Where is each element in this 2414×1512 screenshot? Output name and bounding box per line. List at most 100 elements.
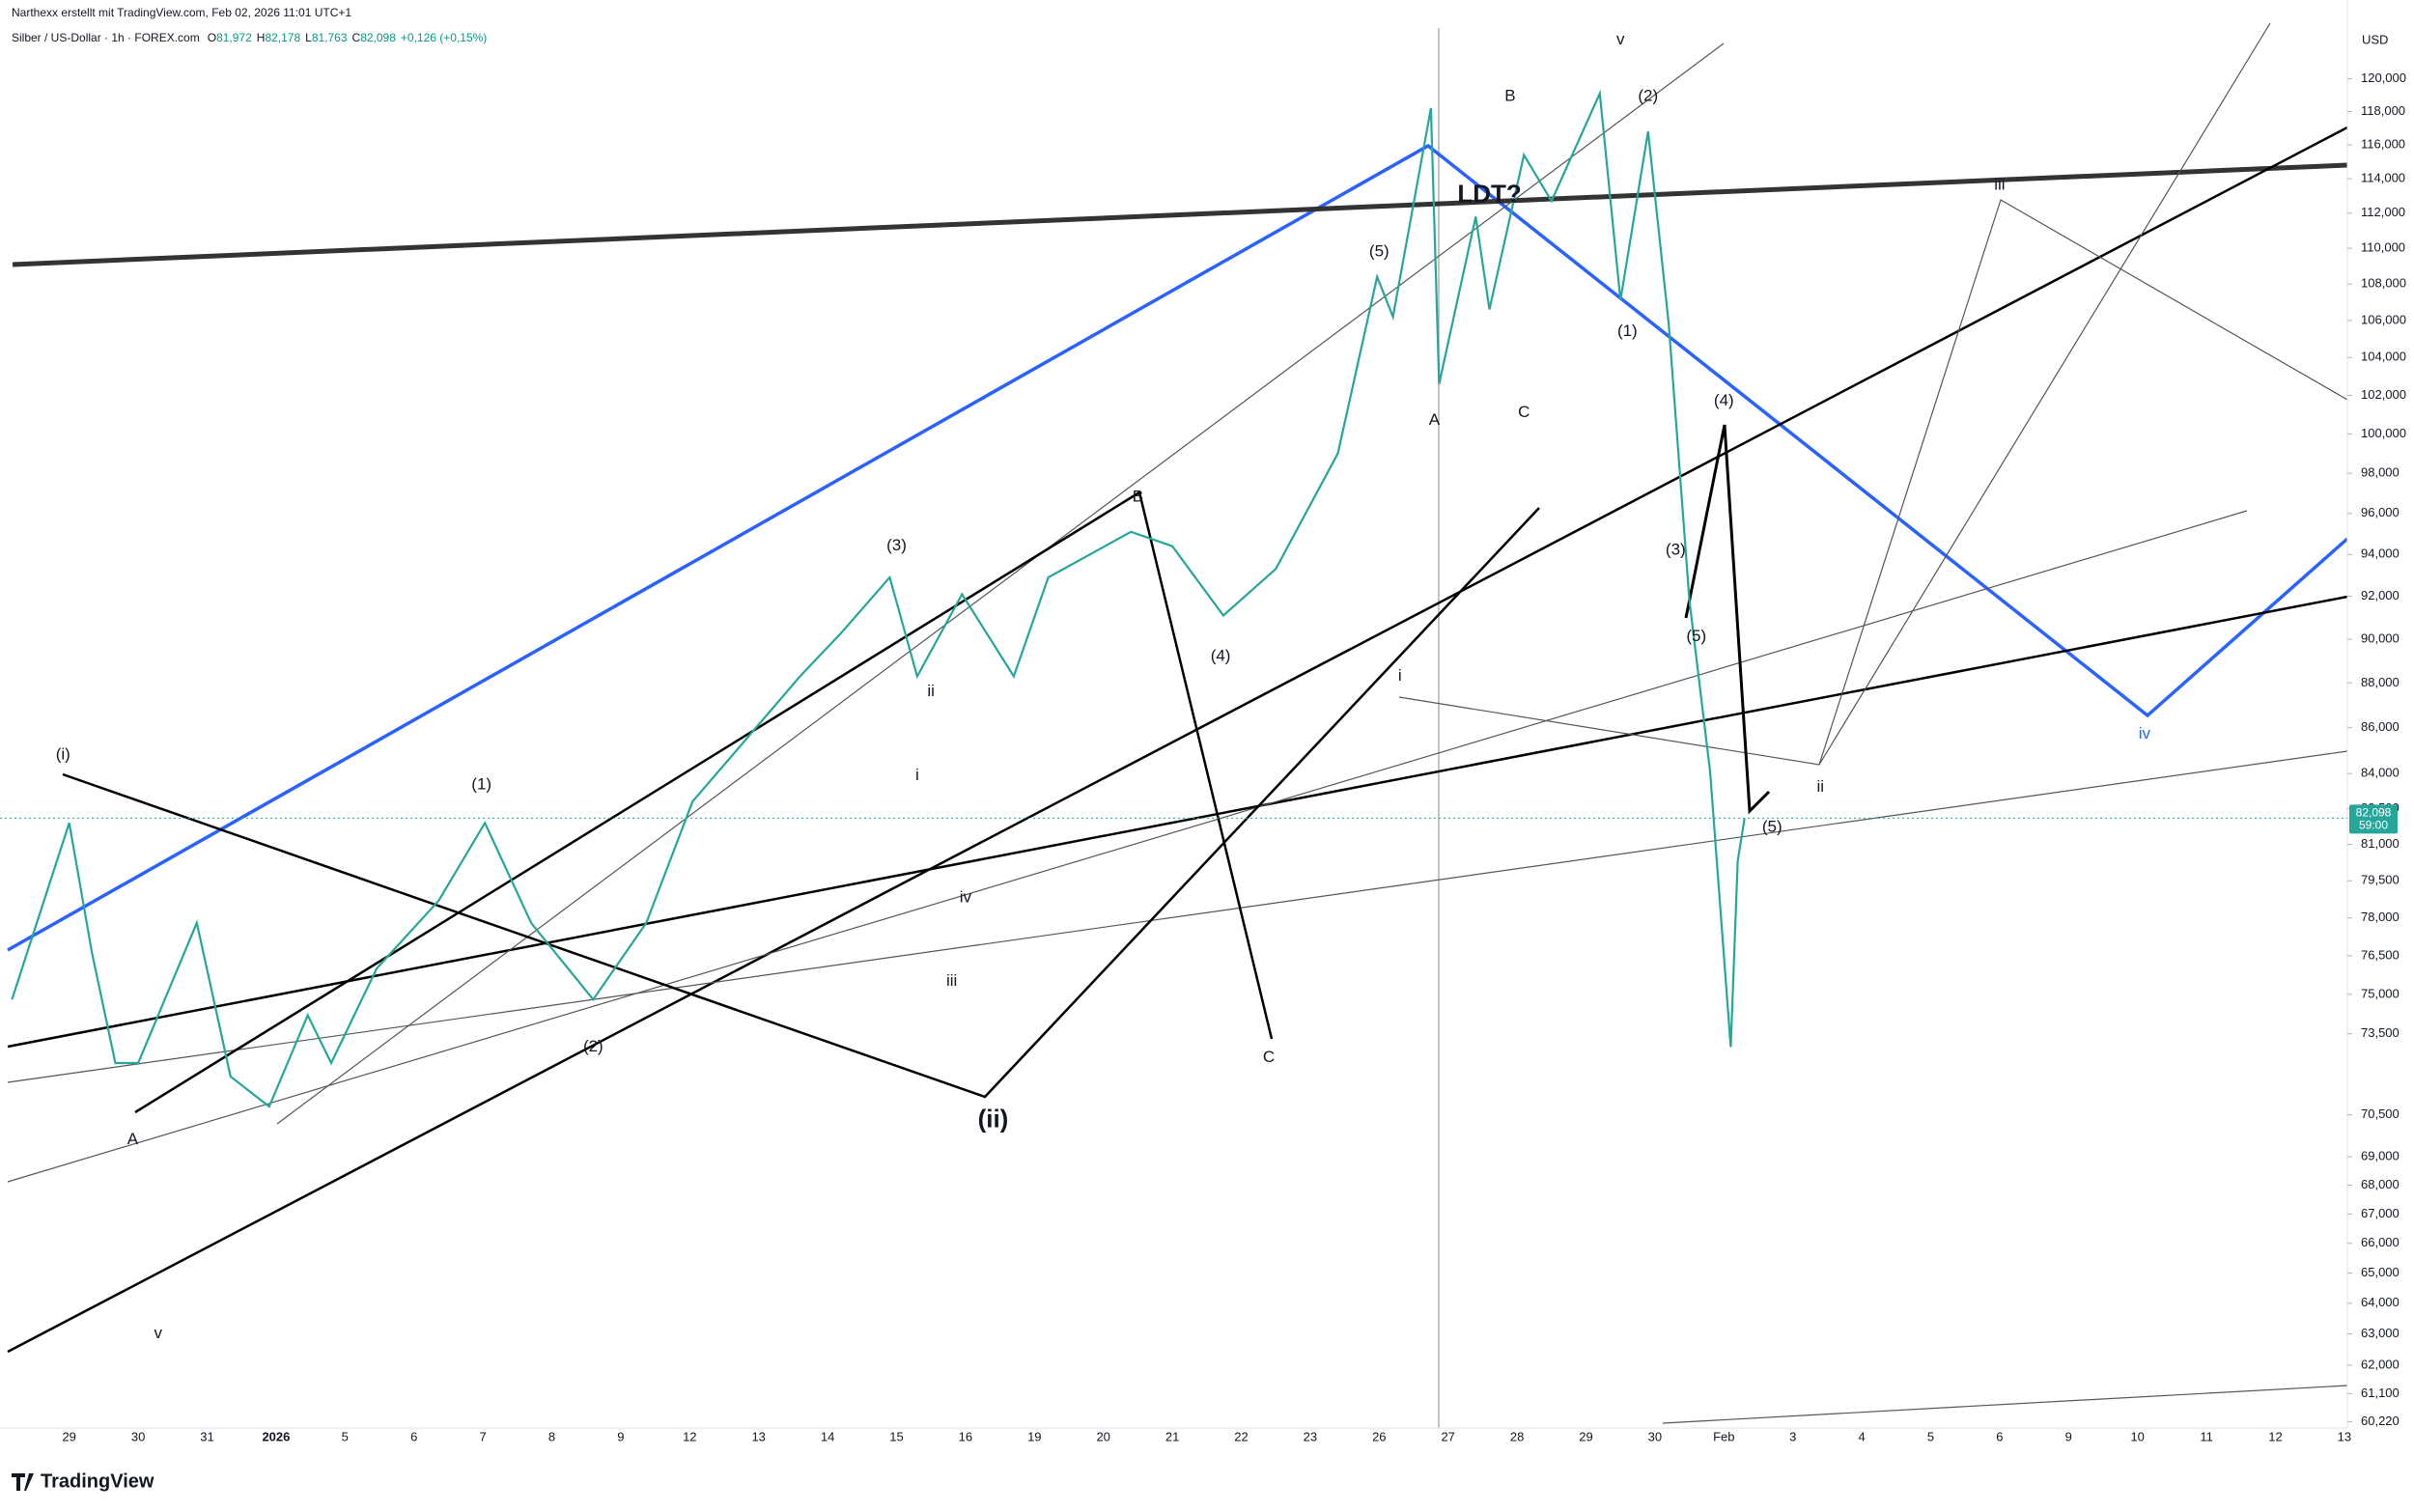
x-tick-label: 27: [1441, 1429, 1454, 1443]
trend-line: [12, 162, 2348, 267]
x-tick-label: 9: [617, 1429, 624, 1443]
x-tick-label: 29: [1579, 1429, 1592, 1443]
wave-line: [1684, 424, 1771, 815]
y-tick-label: 81,000: [2361, 836, 2400, 851]
y-tick-label: 108,000: [2361, 276, 2406, 291]
x-tick-label: 13: [2338, 1429, 2351, 1443]
x-tick-label: 20: [1096, 1429, 1109, 1443]
x-tick-label: 7: [479, 1429, 486, 1443]
price-line: [11, 89, 1746, 1108]
wave-label: (3): [886, 536, 907, 554]
x-tick-label: 29: [62, 1429, 75, 1443]
y-tick-label: 76,500: [2361, 947, 2400, 962]
y-tick-label: 67,000: [2361, 1206, 2400, 1220]
y-tick-label: 70,500: [2361, 1106, 2400, 1121]
y-tick-label: 62,000: [2361, 1357, 2400, 1371]
x-tick-label: Feb: [1713, 1429, 1734, 1443]
drawings: [7, 22, 2349, 1428]
wave-label: (4): [1714, 391, 1734, 409]
wave-label: (5): [1369, 241, 1389, 260]
ohlc-key: H: [257, 31, 266, 44]
ohlc: O81,972 H82,178 L81,763 C82,098: [208, 31, 397, 44]
y-tick-label: 64,000: [2361, 1295, 2400, 1309]
change: +0,126 (+0,15%): [401, 31, 487, 44]
wave-label: iii: [1994, 176, 2005, 194]
x-tick-label: 6: [1996, 1429, 2003, 1443]
wave-label: LDT?: [1457, 180, 1521, 209]
wave-line: [1398, 199, 2348, 766]
wave-label: A: [127, 1130, 139, 1148]
trend-line: [7, 126, 2348, 1354]
x-tick-label: 5: [1927, 1429, 1934, 1443]
plot: (i) (1) (2) (3) (4) (ii) B C Av (5) LDT? B A Cv (2) (1)…: [11, 30, 2151, 1342]
wave-label: iv: [2139, 724, 2151, 742]
ohlc-value: 81,763: [312, 31, 348, 44]
trend-line: [7, 510, 2248, 1183]
symbol: Silber / US-Dollar · 1h · FOREX.com O81,9…: [12, 31, 487, 44]
y-tick-label: 86,000: [2361, 719, 2400, 734]
y-tick-label: 98,000: [2361, 465, 2400, 480]
y-tick-label: 106,000: [2361, 312, 2406, 326]
x-tick-label: 12: [683, 1429, 696, 1443]
y-tick-label: 66,000: [2361, 1235, 2400, 1249]
y-tick-label: 120,000: [2361, 70, 2406, 85]
wave-label: (5): [1686, 627, 1706, 645]
y-tick-label: 114,000: [2361, 171, 2405, 185]
x-tick-label: 2026: [262, 1429, 290, 1443]
wave-label: (2): [583, 1037, 604, 1055]
price-axis: [2347, 0, 2414, 1507]
y-tick-label: 102,000: [2361, 387, 2406, 402]
wave-label: C: [1263, 1048, 1275, 1066]
wave-label: ii: [927, 682, 935, 700]
x-tick-label: 3: [1789, 1429, 1796, 1443]
ohlc-key: O: [208, 31, 216, 44]
x-tick-label: 26: [1372, 1429, 1386, 1443]
x-tick-label: 8: [548, 1429, 555, 1443]
wave-label: (4): [1211, 646, 1231, 664]
wave-line: [134, 490, 1274, 1114]
ohlc-value: 82,178: [265, 31, 300, 44]
wave-label: (5): [1762, 818, 1782, 836]
trend-line: [7, 143, 2349, 952]
wave-label: (i): [56, 745, 70, 764]
x-tick-label: 15: [889, 1429, 903, 1443]
wave-label: C: [1518, 403, 1530, 421]
y-tick-label: 78,000: [2361, 910, 2400, 924]
trend-line: [7, 750, 2348, 1083]
y-tick-label: 118,000: [2361, 103, 2405, 118]
symbol-name: Silber / US-Dollar · 1h · FOREX.com: [12, 31, 200, 44]
y-tick-label: 65,000: [2361, 1265, 2400, 1279]
y-tick-label: 88,000: [2361, 675, 2400, 689]
x-tick-label: 10: [2130, 1429, 2144, 1443]
x-tick-label: 31: [200, 1429, 213, 1443]
wave-label: i: [915, 766, 919, 784]
logo-mark: [12, 1473, 34, 1491]
x-tick-label: 11: [2200, 1429, 2213, 1443]
x-tick-label: 19: [1027, 1429, 1041, 1443]
wave-label: iii: [946, 971, 957, 990]
last-price-tag: [2349, 804, 2398, 834]
x-tick-label: 21: [1165, 1429, 1179, 1443]
x-tick-label: 30: [1648, 1429, 1662, 1443]
x-tick-label: 16: [959, 1429, 972, 1443]
y-tick-label: 92,000: [2361, 588, 2400, 602]
wave-label: B: [1133, 488, 1143, 506]
wave-label: A: [1429, 410, 1441, 429]
x-tick-label: 4: [1858, 1429, 1865, 1443]
y-tick-label: 84,000: [2361, 766, 2400, 780]
trend-line: [7, 595, 2348, 1049]
y-tick-label: 116,000: [2361, 136, 2405, 151]
wave-label: B: [1504, 87, 1515, 105]
x-tick-label: 23: [1304, 1429, 1317, 1443]
wave-label: v: [154, 1324, 163, 1342]
wave-label: v: [1616, 30, 1625, 48]
brand-logo: TradingView: [12, 1470, 154, 1492]
wave-label: (ii): [978, 1104, 1009, 1133]
trend-line: [276, 42, 1725, 1125]
y-tick-label: 60,220: [2361, 1414, 2400, 1428]
y-tick-label: 100,000: [2361, 426, 2406, 440]
wave-label: (2): [1638, 87, 1658, 105]
wave-label: (1): [1617, 322, 1638, 340]
